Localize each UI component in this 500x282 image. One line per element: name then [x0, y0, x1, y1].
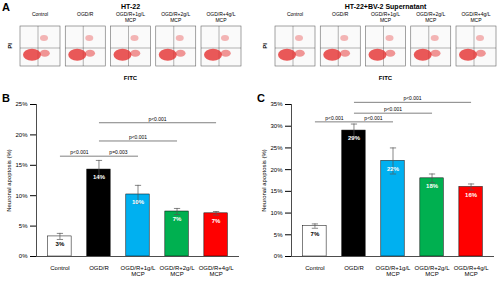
- svg-text:29%: 29%: [348, 135, 361, 141]
- html-text:B: B: [2, 92, 10, 104]
- svg-text:HT-22+BV-2 Supernatant: HT-22+BV-2 Supernatant: [345, 3, 427, 11]
- svg-text:p<0.001: p<0.001: [325, 115, 343, 121]
- svg-text:OGD/R+4g/LMCP: OGD/R+4g/LMCP: [454, 265, 490, 277]
- svg-text:15%: 15%: [15, 162, 28, 168]
- svg-text:PI: PI: [7, 43, 13, 49]
- svg-text:p<0.001: p<0.001: [129, 134, 147, 140]
- svg-text:22%: 22%: [387, 166, 400, 172]
- svg-text:5%: 5%: [19, 223, 28, 229]
- svg-text:p<0.001: p<0.001: [148, 116, 166, 122]
- svg-text:OGD/R+1g/LMCP: OGD/R+1g/LMCP: [121, 265, 157, 277]
- svg-text:p<0.001: p<0.001: [70, 149, 88, 155]
- svg-text:OGD/R+1g/LMCP: OGD/R+1g/LMCP: [376, 265, 412, 277]
- svg-text:30%: 30%: [270, 123, 283, 129]
- svg-text:16%: 16%: [465, 192, 478, 198]
- svg-text:10%: 10%: [270, 210, 283, 216]
- svg-text:10%: 10%: [15, 193, 28, 199]
- svg-text:25%: 25%: [270, 145, 283, 151]
- svg-text:A: A: [2, 1, 10, 13]
- svg-text:14%: 14%: [93, 174, 106, 180]
- svg-text:5%: 5%: [274, 232, 283, 238]
- svg-text:OGD/R+2g/LMCP: OGD/R+2g/LMCP: [161, 11, 190, 23]
- svg-text:OGD/R: OGD/R: [332, 11, 349, 17]
- svg-text:OGD/R+4g/LMCP: OGD/R+4g/LMCP: [199, 265, 235, 277]
- svg-text:OGD/R: OGD/R: [77, 11, 94, 17]
- svg-text:Control: Control: [32, 11, 48, 17]
- svg-text:7%: 7%: [173, 216, 182, 222]
- svg-text:20%: 20%: [15, 132, 28, 138]
- svg-text:p<0.001: p<0.001: [364, 115, 382, 121]
- svg-text:OGD/R+4g/LMCP: OGD/R+4g/LMCP: [461, 11, 490, 23]
- svg-text:OGD/R+1g/LMCP: OGD/R+1g/LMCP: [116, 11, 145, 23]
- svg-text:OGD/R+1g/LMCP: OGD/R+1g/LMCP: [371, 11, 400, 23]
- svg-text:Neuronal apoptosis (%): Neuronal apoptosis (%): [261, 149, 267, 212]
- svg-text:PI: PI: [262, 43, 268, 49]
- svg-text:Control: Control: [305, 265, 324, 271]
- svg-text:OGD/R: OGD/R: [344, 265, 364, 271]
- svg-text:3%: 3%: [56, 241, 65, 247]
- svg-text:7%: 7%: [212, 218, 221, 224]
- svg-text:FITC: FITC: [124, 75, 138, 81]
- svg-text:Neuronal apoptosis (%): Neuronal apoptosis (%): [6, 149, 12, 212]
- svg-text:OGD/R+2g/LMCP: OGD/R+2g/LMCP: [416, 11, 445, 23]
- svg-text:FITC: FITC: [379, 75, 393, 81]
- svg-text:p<0.001: p<0.001: [384, 106, 402, 112]
- svg-text:Control: Control: [287, 11, 303, 17]
- svg-text:35%: 35%: [270, 101, 283, 107]
- svg-text:25%: 25%: [15, 101, 28, 107]
- svg-text:HT-22: HT-22: [121, 3, 140, 10]
- svg-text:15%: 15%: [270, 188, 283, 194]
- svg-text:0%: 0%: [19, 253, 28, 259]
- svg-text:Control: Control: [50, 265, 69, 271]
- svg-text:OGD/R+2g/LMCP: OGD/R+2g/LMCP: [415, 265, 451, 277]
- svg-text:OGD/R+2g/LMCP: OGD/R+2g/LMCP: [160, 265, 196, 277]
- svg-text:0%: 0%: [274, 253, 283, 259]
- html-text:C: C: [257, 92, 265, 104]
- svg-text:p=0.003: p=0.003: [109, 149, 127, 155]
- svg-text:OGD/R: OGD/R: [89, 265, 109, 271]
- svg-text:p<0.001: p<0.001: [403, 95, 421, 101]
- svg-text:18%: 18%: [426, 183, 439, 189]
- svg-text:OGD/R+4g/LMCP: OGD/R+4g/LMCP: [206, 11, 235, 23]
- svg-text:20%: 20%: [270, 167, 283, 173]
- svg-text:7%: 7%: [311, 231, 320, 237]
- svg-text:10%: 10%: [132, 199, 145, 205]
